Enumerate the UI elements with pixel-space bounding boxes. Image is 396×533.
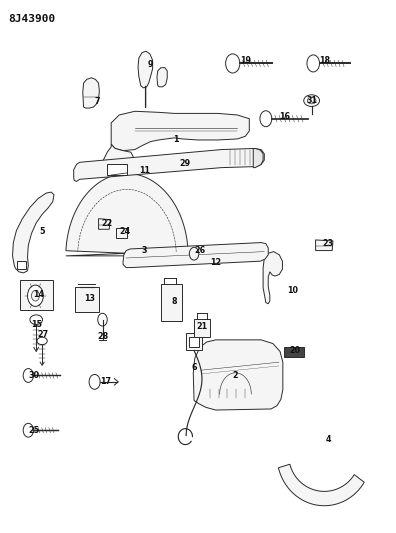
Polygon shape: [13, 192, 54, 273]
Circle shape: [23, 423, 33, 437]
Polygon shape: [157, 68, 167, 87]
Text: 8: 8: [171, 296, 177, 305]
Polygon shape: [83, 78, 99, 108]
Text: 20: 20: [289, 346, 300, 355]
Text: 2: 2: [233, 371, 238, 380]
Text: 10: 10: [287, 286, 298, 295]
Text: 4: 4: [326, 435, 331, 444]
Ellipse shape: [37, 337, 47, 345]
Polygon shape: [316, 240, 333, 251]
Text: 17: 17: [100, 377, 111, 386]
Polygon shape: [107, 165, 127, 174]
Polygon shape: [186, 333, 202, 351]
Text: 9: 9: [148, 60, 153, 69]
Circle shape: [226, 54, 240, 73]
Text: 13: 13: [84, 294, 95, 303]
Text: 5: 5: [39, 228, 45, 237]
Polygon shape: [160, 284, 182, 321]
Text: 22: 22: [102, 220, 113, 229]
Polygon shape: [74, 149, 264, 181]
Text: 3: 3: [142, 246, 147, 255]
Text: 28: 28: [97, 332, 108, 341]
Polygon shape: [111, 111, 249, 151]
Circle shape: [28, 285, 43, 306]
Polygon shape: [103, 144, 135, 182]
Polygon shape: [193, 340, 283, 410]
Polygon shape: [253, 149, 263, 167]
Text: 27: 27: [38, 330, 49, 339]
Polygon shape: [99, 219, 110, 229]
Text: 31: 31: [307, 96, 318, 105]
Ellipse shape: [30, 315, 42, 325]
Ellipse shape: [307, 98, 316, 104]
Polygon shape: [116, 228, 127, 238]
Text: 30: 30: [29, 371, 40, 380]
Text: 16: 16: [279, 112, 290, 121]
Circle shape: [23, 368, 33, 382]
Text: 18: 18: [319, 56, 330, 64]
Polygon shape: [263, 252, 282, 304]
Circle shape: [89, 374, 100, 389]
Text: 1: 1: [173, 135, 179, 144]
Text: 29: 29: [180, 159, 191, 168]
Text: 7: 7: [95, 97, 100, 106]
Polygon shape: [17, 261, 27, 269]
Text: 23: 23: [323, 239, 334, 248]
Circle shape: [260, 111, 272, 127]
Circle shape: [31, 290, 39, 301]
Text: 26: 26: [194, 246, 206, 255]
Circle shape: [98, 313, 107, 326]
Text: 11: 11: [139, 166, 150, 175]
Text: 24: 24: [120, 228, 131, 237]
Text: 19: 19: [240, 56, 251, 64]
Text: 6: 6: [191, 363, 197, 372]
Polygon shape: [284, 348, 304, 357]
Circle shape: [307, 55, 320, 72]
Polygon shape: [189, 337, 199, 348]
Text: 14: 14: [33, 289, 44, 298]
Polygon shape: [123, 243, 268, 268]
Text: 15: 15: [32, 320, 42, 329]
Polygon shape: [194, 319, 210, 337]
Circle shape: [189, 247, 199, 260]
Text: 12: 12: [210, 258, 221, 266]
Polygon shape: [20, 280, 53, 310]
Text: 25: 25: [29, 426, 40, 435]
Ellipse shape: [304, 95, 320, 107]
Polygon shape: [66, 173, 188, 256]
Polygon shape: [138, 51, 152, 88]
Polygon shape: [278, 464, 364, 506]
Text: 21: 21: [196, 321, 208, 330]
Text: 8J43900: 8J43900: [8, 14, 55, 24]
Polygon shape: [75, 287, 99, 312]
